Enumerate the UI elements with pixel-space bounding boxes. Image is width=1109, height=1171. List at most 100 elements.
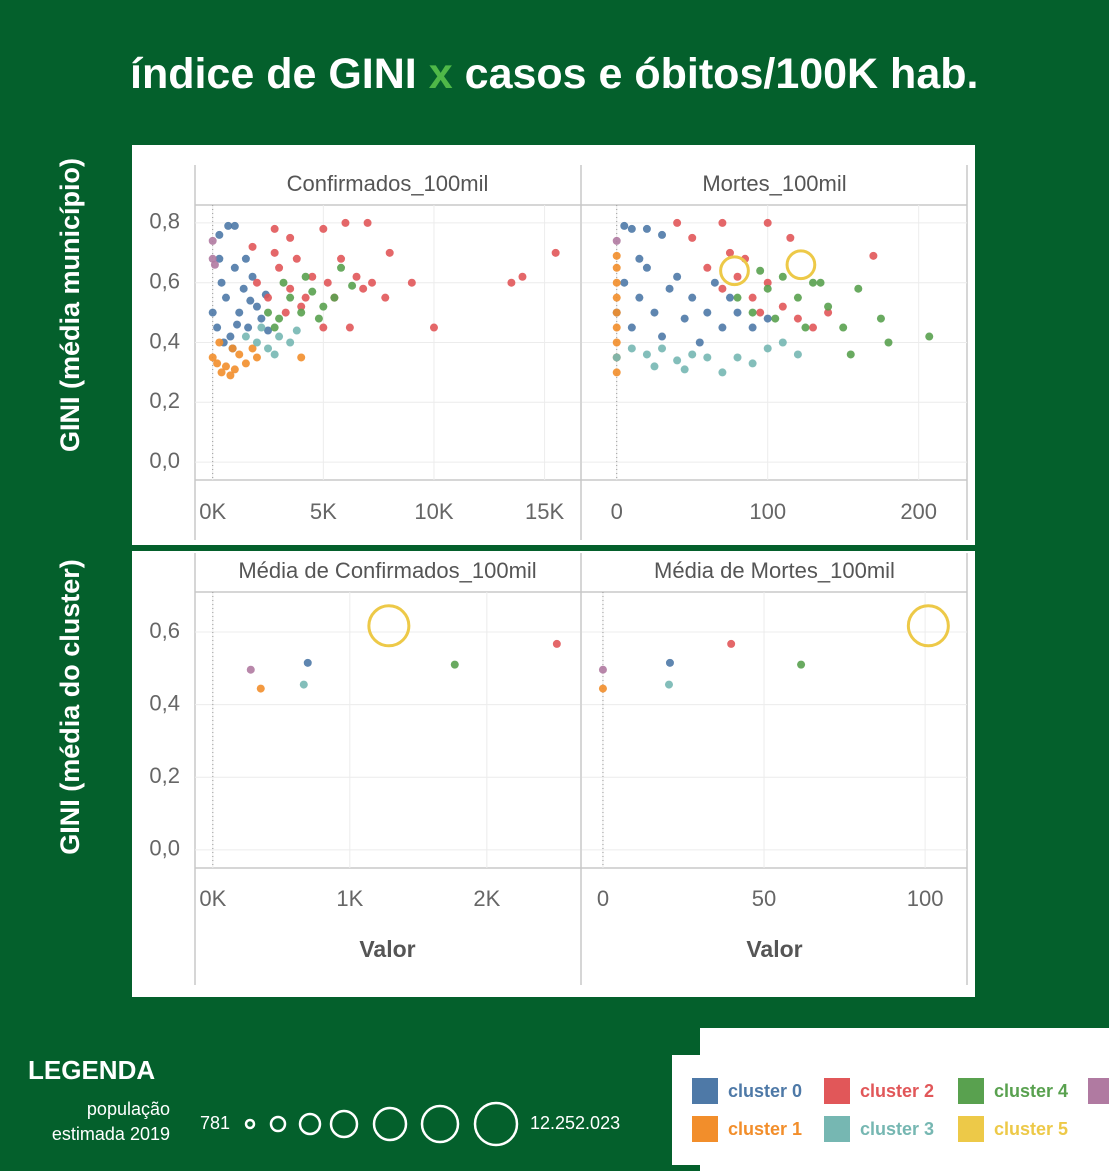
point bbox=[612, 236, 621, 245]
point bbox=[816, 278, 825, 287]
point bbox=[664, 680, 673, 689]
size-legend-title: população estimada 2019 bbox=[52, 1099, 170, 1144]
point bbox=[763, 278, 772, 287]
point bbox=[642, 263, 651, 272]
point bbox=[763, 218, 772, 227]
point bbox=[612, 251, 621, 260]
y-tick-label: 0,4 bbox=[149, 328, 180, 353]
title-part: x bbox=[428, 50, 453, 98]
point bbox=[301, 293, 310, 302]
point bbox=[407, 278, 416, 287]
legend-swatch bbox=[958, 1116, 984, 1142]
point bbox=[292, 254, 301, 263]
point bbox=[612, 323, 621, 332]
size-legend-circle bbox=[244, 1118, 256, 1130]
point bbox=[281, 308, 290, 317]
point bbox=[710, 278, 719, 287]
legend-swatch bbox=[1088, 1078, 1109, 1104]
point bbox=[330, 293, 339, 302]
point bbox=[208, 308, 217, 317]
size-legend-circle bbox=[329, 1109, 359, 1139]
bubble bbox=[367, 604, 411, 648]
panel-title: Mortes_100mil bbox=[702, 171, 846, 196]
point bbox=[303, 658, 312, 667]
point bbox=[809, 323, 817, 332]
legend-label: cluster 2 bbox=[860, 1081, 934, 1101]
point bbox=[854, 284, 863, 293]
point bbox=[680, 314, 689, 323]
point bbox=[612, 293, 621, 302]
point bbox=[252, 278, 261, 287]
point bbox=[824, 308, 833, 317]
point bbox=[233, 320, 242, 329]
point bbox=[627, 323, 636, 332]
point bbox=[241, 359, 250, 368]
point bbox=[248, 272, 257, 281]
point bbox=[748, 308, 757, 317]
legend-swatch bbox=[692, 1116, 718, 1142]
point bbox=[450, 660, 459, 669]
point bbox=[230, 221, 239, 230]
point bbox=[665, 658, 674, 667]
point bbox=[221, 293, 230, 302]
point bbox=[869, 251, 878, 260]
panel-bg bbox=[132, 551, 975, 997]
point bbox=[793, 314, 802, 323]
point bbox=[286, 338, 295, 347]
point bbox=[286, 233, 295, 242]
point bbox=[264, 344, 273, 353]
point bbox=[381, 293, 390, 302]
point bbox=[345, 323, 354, 332]
point bbox=[733, 353, 742, 362]
point bbox=[598, 684, 607, 693]
point bbox=[359, 284, 368, 293]
legend-box bbox=[672, 1028, 1109, 1171]
point bbox=[319, 323, 328, 332]
point bbox=[658, 332, 667, 341]
point bbox=[718, 218, 727, 227]
legend-swatch bbox=[692, 1078, 718, 1104]
point bbox=[270, 224, 279, 233]
point bbox=[650, 362, 659, 371]
point bbox=[246, 665, 255, 674]
point bbox=[763, 314, 772, 323]
point bbox=[301, 272, 310, 281]
point bbox=[665, 284, 674, 293]
point bbox=[363, 218, 372, 227]
point bbox=[341, 218, 350, 227]
x-tick-label: 50 bbox=[752, 886, 776, 911]
point bbox=[635, 293, 644, 302]
point bbox=[337, 263, 346, 272]
point bbox=[368, 278, 377, 287]
point bbox=[323, 278, 332, 287]
point bbox=[270, 323, 279, 332]
y-tick-label: 0,8 bbox=[149, 209, 180, 234]
y-axis-label: GINI (média município) bbox=[55, 157, 85, 453]
point bbox=[778, 272, 787, 281]
point bbox=[215, 338, 224, 347]
point bbox=[612, 338, 621, 347]
point bbox=[246, 296, 255, 305]
title: índice de GINI x casos e óbitos/100K hab. bbox=[130, 50, 978, 99]
point bbox=[718, 284, 727, 293]
point bbox=[612, 308, 621, 317]
point bbox=[793, 293, 802, 302]
point bbox=[241, 332, 250, 341]
point bbox=[252, 302, 261, 311]
point bbox=[352, 272, 361, 281]
point bbox=[308, 287, 317, 296]
point bbox=[658, 230, 667, 239]
point bbox=[612, 368, 621, 377]
point bbox=[385, 248, 394, 257]
x-tick-label: 1K bbox=[336, 886, 363, 911]
x-tick-label: 100 bbox=[749, 499, 786, 524]
point bbox=[248, 242, 257, 251]
point bbox=[319, 224, 328, 233]
point bbox=[215, 230, 224, 239]
point bbox=[319, 302, 328, 311]
point bbox=[270, 350, 279, 359]
point bbox=[876, 314, 885, 323]
point bbox=[275, 332, 284, 341]
point bbox=[226, 332, 235, 341]
x-tick-label: 0 bbox=[611, 499, 623, 524]
